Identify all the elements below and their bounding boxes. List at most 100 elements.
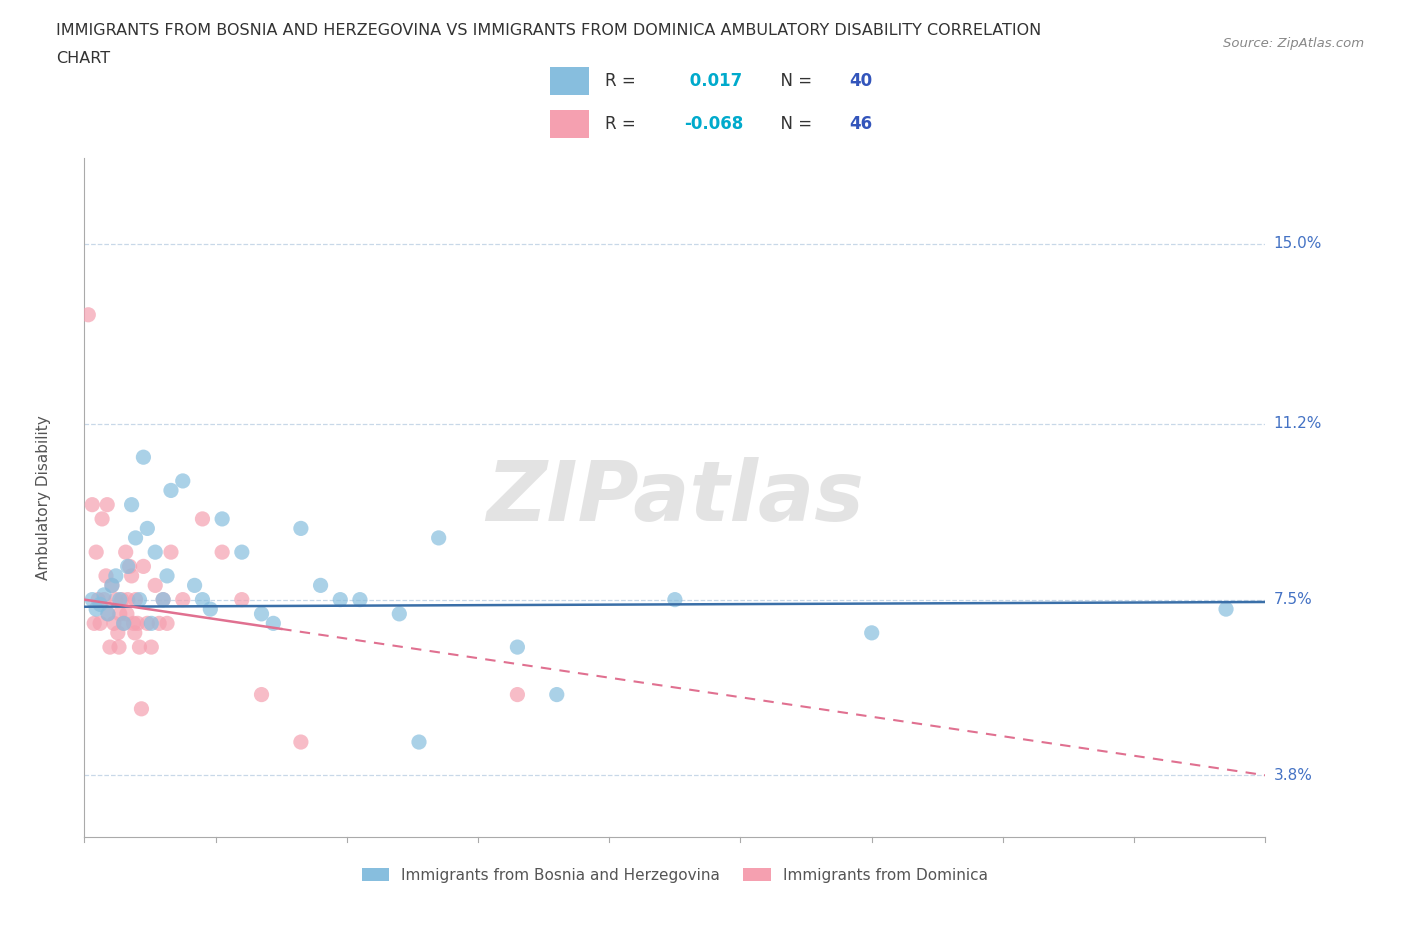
Point: [172, 473, 194, 488]
Point: [108, 640, 131, 655]
Point: [506, 640, 529, 655]
Legend: Immigrants from Bosnia and Herzegovina, Immigrants from Dominica: Immigrants from Bosnia and Herzegovina, …: [354, 860, 995, 890]
Text: 40: 40: [849, 72, 872, 90]
Point: [82, 592, 104, 607]
Point: [127, 616, 149, 631]
Point: [132, 559, 155, 574]
Point: [132, 450, 155, 465]
Point: [104, 592, 127, 607]
Point: [101, 578, 124, 592]
Point: [122, 616, 145, 631]
FancyBboxPatch shape: [550, 110, 589, 138]
FancyBboxPatch shape: [550, 67, 589, 95]
Point: [112, 616, 135, 631]
Point: [114, 545, 136, 560]
Point: [231, 592, 253, 607]
Point: [104, 568, 127, 583]
Point: [93, 588, 115, 603]
Text: 7.5%: 7.5%: [1274, 592, 1312, 607]
Point: [329, 592, 352, 607]
Point: [388, 606, 411, 621]
Point: [860, 625, 883, 640]
Point: [111, 592, 134, 607]
Point: [94, 568, 117, 583]
Point: [103, 616, 125, 631]
Point: [89, 616, 111, 631]
Point: [141, 616, 163, 631]
Point: [131, 701, 153, 716]
Point: [91, 512, 114, 526]
Point: [546, 687, 568, 702]
Point: [211, 545, 233, 560]
Point: [231, 545, 253, 560]
Text: N =: N =: [770, 114, 818, 133]
Point: [143, 545, 166, 560]
Point: [136, 616, 159, 631]
Text: Source: ZipAtlas.com: Source: ZipAtlas.com: [1223, 37, 1364, 50]
Point: [108, 606, 131, 621]
Point: [87, 592, 110, 607]
Point: [118, 559, 141, 574]
Point: [124, 625, 146, 640]
Point: [143, 578, 166, 592]
Point: [112, 616, 135, 631]
Point: [117, 559, 139, 574]
Point: [93, 592, 115, 607]
Point: [172, 592, 194, 607]
Text: IMMIGRANTS FROM BOSNIA AND HERZEGOVINA VS IMMIGRANTS FROM DOMINICA AMBULATORY DI: IMMIGRANTS FROM BOSNIA AND HERZEGOVINA V…: [56, 23, 1042, 38]
Point: [262, 616, 284, 631]
Point: [183, 578, 205, 592]
Text: 15.0%: 15.0%: [1274, 236, 1322, 251]
Point: [128, 592, 150, 607]
Text: CHART: CHART: [56, 51, 110, 66]
Point: [152, 592, 174, 607]
Point: [84, 545, 107, 560]
Point: [427, 530, 450, 545]
Point: [156, 616, 179, 631]
Point: [108, 592, 131, 607]
Point: [1215, 602, 1237, 617]
Point: [121, 498, 143, 512]
Text: N =: N =: [770, 72, 818, 90]
Point: [107, 625, 129, 640]
Point: [128, 640, 150, 655]
Point: [124, 530, 146, 545]
Point: [290, 521, 312, 536]
Point: [156, 568, 179, 583]
Point: [97, 606, 120, 621]
Point: [309, 578, 332, 592]
Point: [506, 687, 529, 702]
Text: ZIPatlas: ZIPatlas: [486, 457, 863, 538]
Point: [98, 640, 121, 655]
Point: [115, 606, 138, 621]
Point: [124, 592, 146, 607]
Text: 11.2%: 11.2%: [1274, 417, 1322, 432]
Text: 46: 46: [849, 114, 872, 133]
Point: [664, 592, 686, 607]
Point: [160, 545, 183, 560]
Text: 3.8%: 3.8%: [1274, 768, 1313, 783]
Point: [250, 606, 273, 621]
Text: -0.068: -0.068: [683, 114, 744, 133]
Point: [83, 616, 105, 631]
Point: [408, 735, 430, 750]
Point: [101, 578, 124, 592]
Point: [97, 606, 120, 621]
Point: [148, 616, 170, 631]
Point: [84, 602, 107, 617]
Text: R =: R =: [605, 114, 641, 133]
Point: [117, 592, 139, 607]
Point: [290, 735, 312, 750]
Point: [141, 640, 163, 655]
Point: [211, 512, 233, 526]
Point: [191, 592, 214, 607]
Point: [89, 597, 111, 612]
Text: 0.017: 0.017: [683, 72, 742, 90]
Point: [200, 602, 222, 617]
Text: R =: R =: [605, 72, 641, 90]
Point: [136, 521, 159, 536]
Point: [82, 498, 104, 512]
Text: Ambulatory Disability: Ambulatory Disability: [35, 415, 51, 580]
Point: [152, 592, 174, 607]
Point: [77, 307, 100, 322]
